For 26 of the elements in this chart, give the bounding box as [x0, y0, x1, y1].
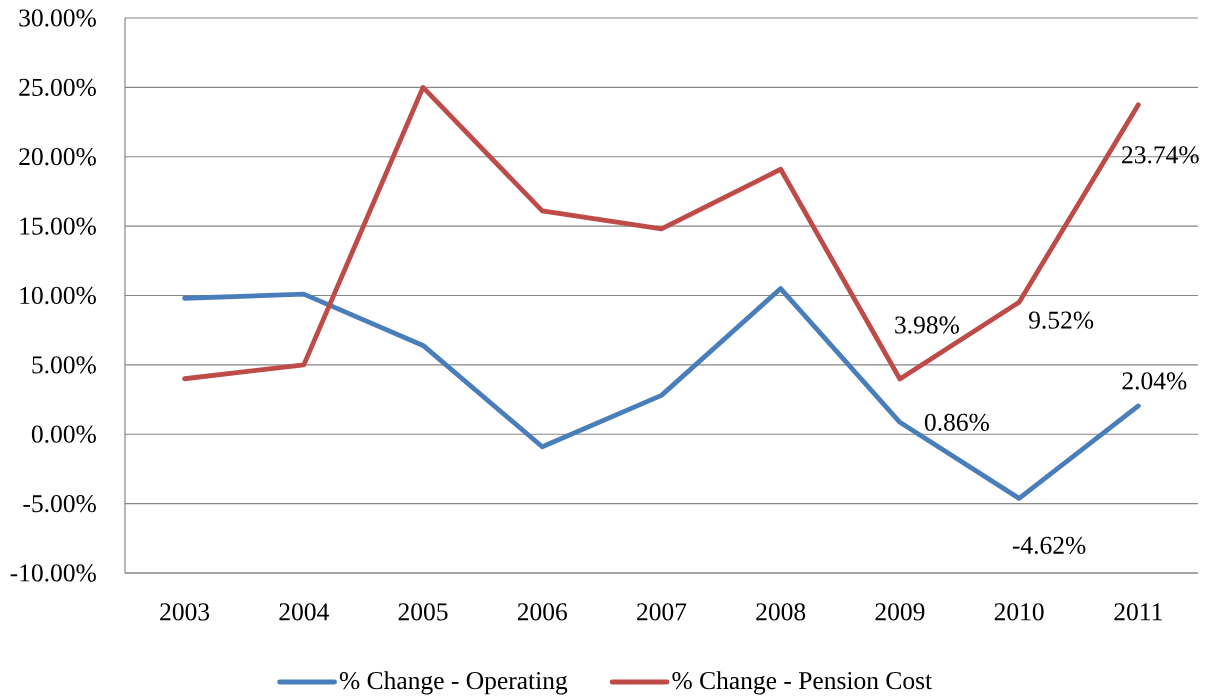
- data-label: 23.74%: [1122, 146, 1199, 164]
- y-tick-label: 25.00%: [19, 78, 96, 97]
- x-tick-label: 2006: [517, 603, 567, 621]
- x-tick-label: 2004: [279, 603, 329, 621]
- x-tick-label: 2011: [1114, 603, 1162, 621]
- y-tick-label: 10.00%: [20, 286, 96, 305]
- y-tick-label: 20.00%: [19, 148, 96, 166]
- y-tick-label: -5.00%: [23, 494, 96, 513]
- y-tick-label: 0.00%: [31, 425, 96, 443]
- x-tick-label: 2003: [160, 603, 210, 621]
- x-tick-label: 2008: [756, 603, 806, 621]
- legend-label: % Change - Operating: [339, 671, 568, 695]
- legend-label: % Change - Pension Cost: [672, 671, 932, 695]
- y-tick-label: -10.00%: [10, 564, 96, 582]
- x-tick-label: 2010: [994, 603, 1044, 621]
- data-label: 9.52%: [1029, 311, 1094, 329]
- x-tick-label: 2007: [637, 603, 687, 621]
- y-tick-label: 5.00%: [32, 356, 96, 374]
- data-label: -4.62%: [1012, 536, 1086, 555]
- data-label: 3.98%: [895, 316, 959, 334]
- x-tick-label: 2009: [875, 603, 925, 621]
- y-tick-label: 15.00%: [20, 217, 96, 235]
- data-label: 2.04%: [1122, 372, 1187, 390]
- x-tick-label: 2005: [398, 603, 448, 621]
- data-label: 0.86%: [924, 413, 989, 431]
- y-tick-label: 30.00%: [19, 9, 96, 27]
